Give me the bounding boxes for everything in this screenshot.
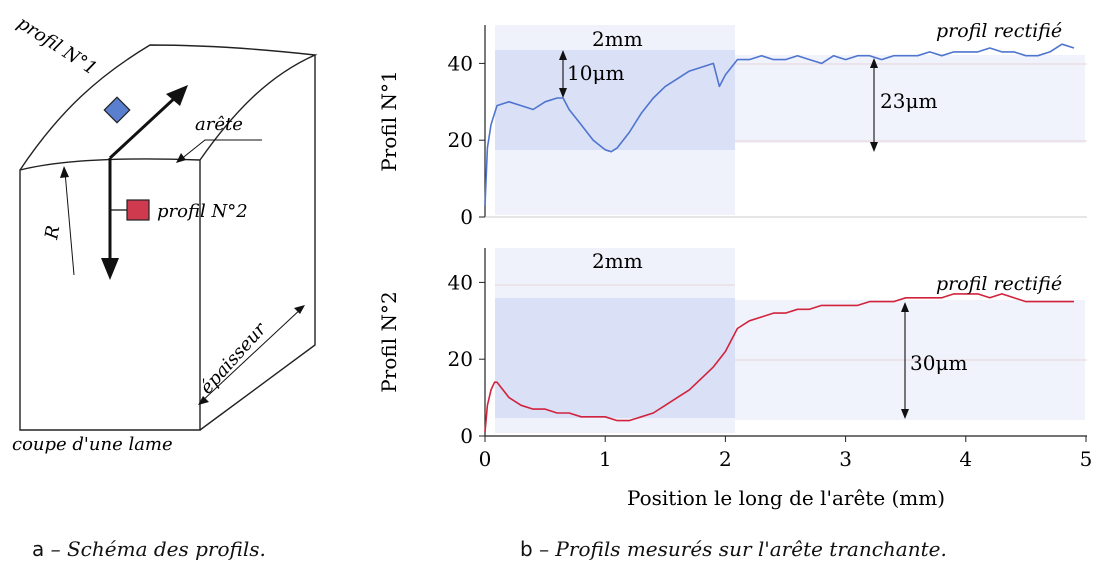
- profil2-label: profil N°2: [157, 201, 248, 222]
- blade-side-face: [199, 55, 316, 431]
- profil1-marker: [103, 96, 131, 124]
- panel1-depth-arrowhead-top: [559, 50, 567, 60]
- panel1-yticks: 0 20 40: [448, 51, 485, 229]
- profil1-label: profil N°1: [13, 13, 100, 80]
- blade-top-face: [19, 44, 318, 171]
- blade-front-face: [19, 158, 201, 431]
- profil2-arrowhead: [101, 258, 119, 280]
- panel2-ytick-label: 40: [448, 270, 473, 294]
- panel2-xtick-label: 1: [599, 447, 612, 471]
- panel2-region-label: 2mm: [592, 249, 643, 273]
- panel2: 0 20 40 0 1 2 3 4 5 Profil N°2 2mm profil recti…: [377, 248, 1092, 471]
- caption-a-text: – Schéma des profils.: [50, 537, 266, 561]
- epaisseur-arrowhead-start: [198, 396, 209, 405]
- panel2-xtick-label: 0: [479, 447, 492, 471]
- panel1-height-label: 23μm: [880, 89, 937, 113]
- panel1: 0 20 40 Profil N°1 2mm profil rectifié 10μ…: [377, 20, 1087, 229]
- panel2-xtick-label: 4: [959, 447, 972, 471]
- panel2-yticks: 0 20 40: [448, 270, 485, 448]
- caption-a-letter: a: [32, 537, 45, 561]
- arete-leader: [179, 139, 262, 161]
- profil2-marker: [126, 199, 150, 221]
- panel1-height-arrowhead-bottom: [870, 142, 878, 152]
- panel1-rectified-band: [735, 55, 1085, 143]
- panel1-region-inner: [495, 50, 735, 150]
- schema-diagram: profil N°1 arête profil N°2 R épaisseur …: [12, 13, 318, 455]
- coupe-label: coupe d'une lame: [12, 434, 173, 455]
- caption-b-text: – Profils mesurés sur l'arête tranchante…: [539, 537, 947, 561]
- radius-arrowhead: [60, 166, 69, 178]
- epaisseur-arrow: [199, 306, 304, 404]
- panel1-height-arrowhead-top: [870, 58, 878, 68]
- panel2-height-label: 30μm: [910, 351, 967, 375]
- epaisseur-arrowhead-end: [294, 305, 305, 314]
- radius-label: R: [41, 224, 64, 242]
- panel2-region-inner: [495, 298, 735, 418]
- arete-label: arête: [195, 114, 243, 135]
- panel1-depth-label: 10μm: [567, 61, 624, 85]
- profil1-arrowhead: [166, 85, 188, 106]
- panel2-xtick-label: 2: [719, 447, 732, 471]
- panel2-series-line: [484, 293, 1074, 433]
- panel2-xticks: 0 1 2 3 4 5: [479, 436, 1093, 471]
- profil1-arrow-line: [108, 93, 180, 160]
- panel1-ytick-label: 20: [448, 128, 473, 152]
- panel1-ylabel: Profil N°1: [377, 70, 401, 171]
- panel2-rectified-label: profil rectifié: [936, 273, 1062, 295]
- panel2-ytick-label: 20: [448, 347, 473, 371]
- panel2-xtick-label: 3: [839, 447, 852, 471]
- panel1-rectified-label: profil rectifié: [936, 20, 1062, 42]
- caption-a: a – Schéma des profils.: [32, 537, 266, 561]
- panel1-depth-arrowhead-bottom: [559, 88, 567, 98]
- x-axis-label: Position le long de l'arête (mm): [627, 486, 945, 510]
- panel1-ytick-label: 40: [448, 51, 473, 75]
- caption-b-letter: b: [520, 537, 533, 561]
- arete-leader-arrowhead: [176, 153, 186, 163]
- panel2-height-arrowhead-bottom: [901, 409, 909, 419]
- panel2-xtick-label: 5: [1080, 447, 1093, 471]
- caption-b: b – Profils mesurés sur l'arête tranchan…: [520, 537, 947, 561]
- panel1-region-label: 2mm: [592, 27, 643, 51]
- panel1-ytick-label: 0: [460, 205, 473, 229]
- panel2-ylabel: Profil N°2: [377, 291, 401, 392]
- radius-arrow: [64, 171, 75, 276]
- panel2-height-arrowhead-top: [901, 302, 909, 312]
- panel1-series-line: [484, 43, 1075, 206]
- panel2-ytick-label: 0: [460, 424, 473, 448]
